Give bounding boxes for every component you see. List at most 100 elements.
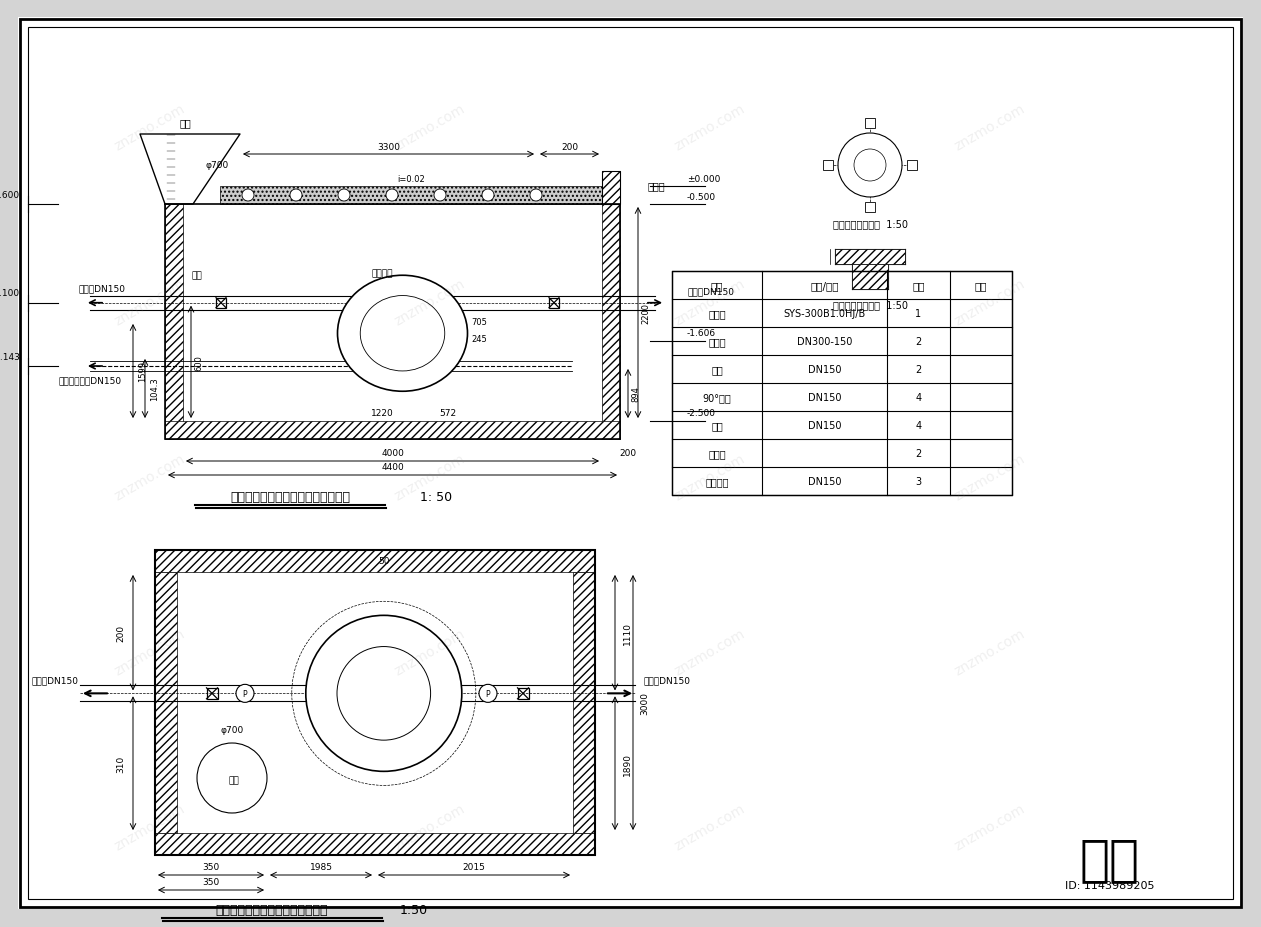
- Circle shape: [291, 602, 475, 785]
- Text: 4400: 4400: [381, 463, 404, 472]
- Text: SYS-300B1.0HJ/B: SYS-300B1.0HJ/B: [783, 309, 865, 319]
- Text: 出水管DN150: 出水管DN150: [78, 284, 125, 293]
- Text: 2: 2: [915, 337, 922, 347]
- Text: 过滤器基础立面图  1:50: 过滤器基础立面图 1:50: [832, 299, 908, 310]
- Text: i=0.02: i=0.02: [397, 174, 425, 184]
- Text: 350: 350: [202, 862, 219, 871]
- Text: DN150: DN150: [808, 392, 841, 402]
- Text: -1.606: -1.606: [687, 329, 716, 338]
- Text: 350: 350: [202, 878, 219, 886]
- Text: 1:50: 1:50: [400, 904, 429, 917]
- Text: znzmo.com: znzmo.com: [952, 627, 1028, 679]
- Text: 4: 4: [915, 421, 922, 430]
- Text: 规格/型号: 规格/型号: [811, 281, 839, 291]
- Text: 3000: 3000: [641, 692, 649, 714]
- Bar: [823, 160, 834, 171]
- Text: znzmo.com: znzmo.com: [112, 277, 188, 328]
- Text: znzmo.com: znzmo.com: [952, 102, 1028, 154]
- Text: DN150: DN150: [808, 364, 841, 375]
- Circle shape: [854, 150, 886, 182]
- Text: -2.143: -2.143: [0, 352, 20, 362]
- Circle shape: [386, 190, 398, 202]
- Text: φ700: φ700: [206, 160, 228, 170]
- Bar: [865, 119, 875, 129]
- Bar: [865, 203, 875, 213]
- Text: znzmo.com: znzmo.com: [952, 801, 1028, 853]
- Text: 2200: 2200: [642, 303, 651, 324]
- Text: znzmo.com: znzmo.com: [112, 801, 188, 853]
- Text: znzmo.com: znzmo.com: [392, 277, 468, 328]
- Text: 894: 894: [632, 387, 641, 402]
- Text: 2015: 2015: [463, 862, 485, 871]
- Text: DN300-150: DN300-150: [797, 337, 852, 347]
- Text: P: P: [242, 689, 247, 698]
- Bar: [572, 572, 595, 833]
- Text: -2.500: -2.500: [687, 409, 716, 418]
- Text: 人孔: 人孔: [179, 118, 190, 128]
- Text: 过滤器基础平面图  1:50: 过滤器基础平面图 1:50: [832, 219, 908, 229]
- Text: 知末: 知末: [1079, 835, 1140, 883]
- Text: 4000: 4000: [381, 449, 404, 458]
- Ellipse shape: [361, 297, 445, 372]
- Text: 数量: 数量: [912, 281, 924, 291]
- Text: znzmo.com: znzmo.com: [392, 801, 468, 853]
- Bar: [907, 160, 917, 171]
- Text: znzmo.com: znzmo.com: [952, 451, 1028, 503]
- Text: -0.500: -0.500: [687, 192, 716, 201]
- Text: 地下水处理间进出水管平面布置图: 地下水处理间进出水管平面布置图: [216, 904, 328, 917]
- Text: 200: 200: [116, 625, 126, 641]
- Circle shape: [197, 743, 267, 813]
- Bar: [517, 688, 528, 699]
- Text: znzmo.com: znzmo.com: [672, 277, 748, 328]
- Text: 50: 50: [378, 557, 390, 565]
- Text: 1220: 1220: [371, 409, 393, 418]
- Text: 1110: 1110: [623, 621, 632, 644]
- Circle shape: [434, 190, 446, 202]
- Text: 310: 310: [116, 755, 126, 772]
- Text: DN150: DN150: [808, 421, 841, 430]
- Circle shape: [338, 190, 351, 202]
- Text: 备注: 备注: [975, 281, 987, 291]
- Bar: [601, 171, 620, 205]
- Text: 104.3: 104.3: [150, 377, 159, 401]
- Text: 705: 705: [472, 317, 488, 326]
- Bar: [601, 171, 620, 205]
- Text: 90°弯头: 90°弯头: [702, 392, 731, 402]
- Text: 200: 200: [561, 143, 578, 151]
- Text: -1.100: -1.100: [0, 289, 20, 298]
- Circle shape: [306, 616, 462, 771]
- Text: znzmo.com: znzmo.com: [672, 451, 748, 503]
- Text: 出水管DN150: 出水管DN150: [32, 675, 78, 684]
- Bar: [155, 833, 595, 855]
- Text: 人孔: 人孔: [228, 776, 240, 784]
- Text: znzmo.com: znzmo.com: [952, 277, 1028, 328]
- Text: znzmo.com: znzmo.com: [392, 627, 468, 679]
- Bar: [601, 205, 620, 439]
- Text: znzmo.com: znzmo.com: [392, 102, 468, 154]
- Circle shape: [479, 685, 497, 703]
- Bar: [155, 551, 595, 855]
- Text: 1: 50: 1: 50: [420, 491, 453, 504]
- Text: 四孔板: 四孔板: [648, 181, 666, 191]
- Bar: [549, 298, 559, 309]
- Circle shape: [236, 685, 253, 703]
- Text: 名称: 名称: [711, 281, 724, 291]
- Text: 200: 200: [619, 449, 637, 458]
- Text: znzmo.com: znzmo.com: [672, 801, 748, 853]
- Text: znzmo.com: znzmo.com: [392, 451, 468, 503]
- Text: φ700: φ700: [221, 726, 243, 735]
- Bar: [835, 249, 905, 265]
- Text: DN150: DN150: [808, 476, 841, 487]
- Ellipse shape: [338, 276, 468, 392]
- Text: 1890: 1890: [623, 752, 632, 775]
- Text: 2: 2: [915, 449, 922, 459]
- Text: 3300: 3300: [377, 143, 400, 151]
- Text: ±0.000: ±0.000: [687, 174, 720, 184]
- Text: 人梯: 人梯: [192, 271, 202, 280]
- Circle shape: [290, 190, 301, 202]
- Text: 572: 572: [439, 409, 456, 418]
- Text: 压力表: 压力表: [709, 449, 726, 459]
- Text: 600: 600: [194, 354, 203, 371]
- Text: 过滤器: 过滤器: [709, 309, 726, 319]
- Bar: [216, 298, 226, 309]
